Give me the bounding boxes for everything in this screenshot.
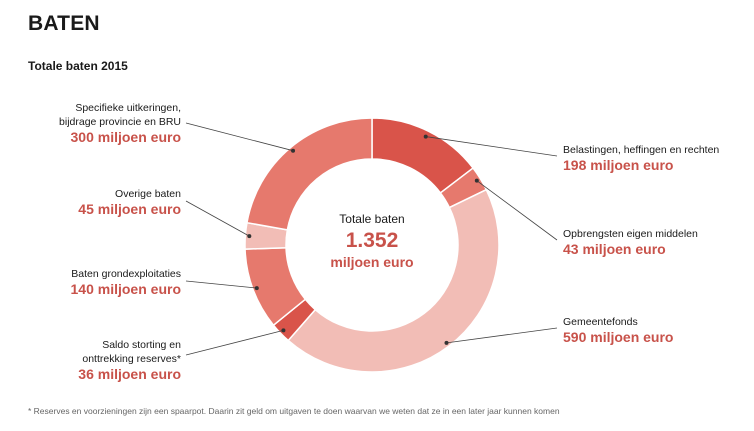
donut-center-label: Totale baten 1.352 miljoen euro	[306, 211, 438, 271]
leader-line-specifieke	[185, 122, 294, 152]
slice-label-saldo: Saldo storting en onttrekking reserves* …	[78, 338, 181, 383]
slice-label-gemeentefonds: Gemeentefonds 590 miljoen euro	[563, 315, 673, 346]
slice-label-text: Saldo storting en	[102, 339, 181, 351]
chart-title: Totale baten 2015	[28, 59, 128, 73]
slice-label-text: bijdrage provincie en BRU	[59, 116, 181, 128]
footnote: * Reserves en voorzieningen zijn een spa…	[28, 406, 560, 416]
leader-dot-grondexploitaties	[254, 286, 259, 291]
leader-line-grondexploitaties	[185, 280, 257, 289]
center-title: Totale baten	[339, 212, 405, 226]
slice-label-text: onttrekking reserves*	[82, 353, 181, 365]
donut-slice-gemeentefonds	[287, 188, 500, 373]
slice-label-grondexploitaties: Baten grondexploitaties 140 miljoen euro	[71, 267, 181, 298]
slice-label-overige: Overige baten 45 miljoen euro	[78, 187, 181, 218]
center-unit: miljoen euro	[330, 254, 414, 270]
page-heading: BATEN	[28, 12, 100, 35]
slice-value: 43 miljoen euro	[563, 241, 666, 257]
leader-dot-gemeentefonds	[444, 340, 449, 345]
slice-label-belastingen: Belastingen, heffingen en rechten 198 mi…	[563, 143, 719, 174]
slice-label-specifieke: Specifieke uitkeringen, bijdrage provinc…	[59, 101, 181, 146]
leader-dot-specifieke	[291, 148, 296, 153]
center-total-value: 1.352	[345, 229, 399, 252]
slice-label-text: Overige baten	[115, 188, 181, 200]
leader-line-gemeentefonds	[446, 327, 558, 344]
slice-label-text: Baten grondexploitaties	[71, 268, 181, 280]
slice-label-text: Gemeentefonds	[563, 316, 638, 328]
leader-dot-overige	[247, 234, 252, 239]
slice-value: 198 miljoen euro	[563, 157, 674, 173]
slice-label-text: Belastingen, heffingen en rechten	[563, 144, 720, 156]
slice-value: 36 miljoen euro	[78, 366, 181, 382]
leader-line-opbrengsten	[476, 180, 558, 241]
leader-line-belastingen	[425, 136, 558, 157]
slice-value: 300 miljoen euro	[70, 129, 181, 145]
slice-label-text: Opbrengsten eigen middelen	[563, 228, 698, 240]
leader-line-saldo	[185, 329, 284, 356]
slice-label-opbrengsten: Opbrengsten eigen middelen 43 miljoen eu…	[563, 227, 698, 258]
donut-slice-specifieke	[246, 117, 373, 231]
leader-dot-opbrengsten	[474, 178, 479, 183]
slice-label-text: Specifieke uitkeringen,	[75, 102, 181, 114]
slice-value: 140 miljoen euro	[70, 281, 181, 297]
leader-line-overige	[185, 200, 250, 237]
slice-value: 590 miljoen euro	[563, 329, 674, 345]
leader-dot-saldo	[281, 328, 286, 333]
slice-value: 45 miljoen euro	[78, 201, 181, 217]
leader-dot-belastingen	[423, 134, 428, 139]
